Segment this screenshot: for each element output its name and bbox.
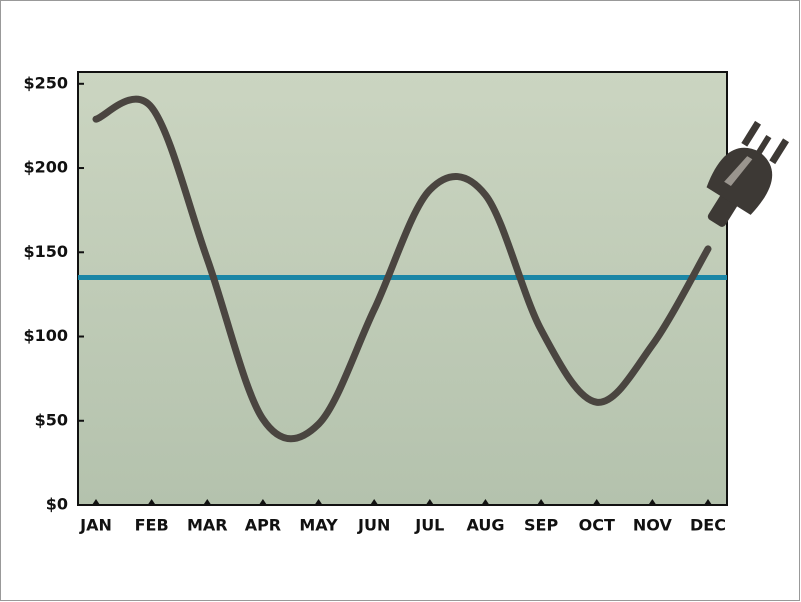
x-tick bbox=[481, 499, 490, 505]
x-tick-label: MAY bbox=[299, 516, 338, 535]
x-tick-label: APR bbox=[245, 516, 281, 535]
y-tick-label: $100 bbox=[23, 326, 68, 345]
y-tick-label: $150 bbox=[23, 242, 68, 261]
x-tick-label: JUN bbox=[357, 516, 390, 535]
x-tick bbox=[147, 499, 156, 505]
x-tick bbox=[370, 499, 379, 505]
x-tick-label: FEB bbox=[135, 516, 169, 535]
line-series bbox=[92, 95, 712, 443]
x-tick bbox=[258, 499, 267, 505]
x-tick-label: JUL bbox=[414, 516, 444, 535]
x-tick-label: OCT bbox=[579, 516, 615, 535]
x-tick bbox=[314, 499, 323, 505]
plot-area bbox=[77, 71, 728, 506]
x-tick bbox=[92, 499, 100, 505]
x-tick-label: NOV bbox=[633, 516, 673, 535]
x-tick-label: AUG bbox=[466, 516, 504, 535]
plug-icon bbox=[706, 120, 790, 227]
x-tick bbox=[592, 499, 601, 505]
x-tick bbox=[203, 499, 212, 505]
x-tick bbox=[648, 499, 657, 505]
x-tick bbox=[537, 499, 546, 505]
x-tick-label: JAN bbox=[79, 516, 112, 535]
x-tick-label: SEP bbox=[524, 516, 558, 535]
x-tick bbox=[704, 499, 712, 505]
y-tick-label: $50 bbox=[35, 410, 68, 429]
y-tick-label: $0 bbox=[46, 495, 68, 514]
y-tick-label: $250 bbox=[23, 73, 68, 92]
x-tick-label: MAR bbox=[187, 516, 228, 535]
y-tick-label: $200 bbox=[23, 158, 68, 177]
x-tick bbox=[425, 499, 434, 505]
x-tick-label: DEC bbox=[690, 516, 726, 535]
